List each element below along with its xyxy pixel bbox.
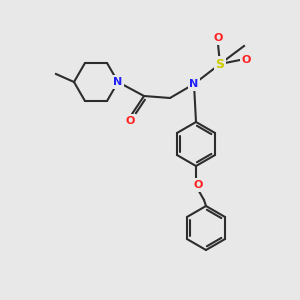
Text: N: N — [189, 79, 199, 89]
Text: N: N — [113, 77, 123, 87]
Text: S: S — [215, 58, 224, 70]
Text: O: O — [213, 33, 223, 43]
Text: O: O — [241, 55, 251, 65]
Text: O: O — [193, 180, 203, 190]
Text: O: O — [125, 116, 135, 126]
